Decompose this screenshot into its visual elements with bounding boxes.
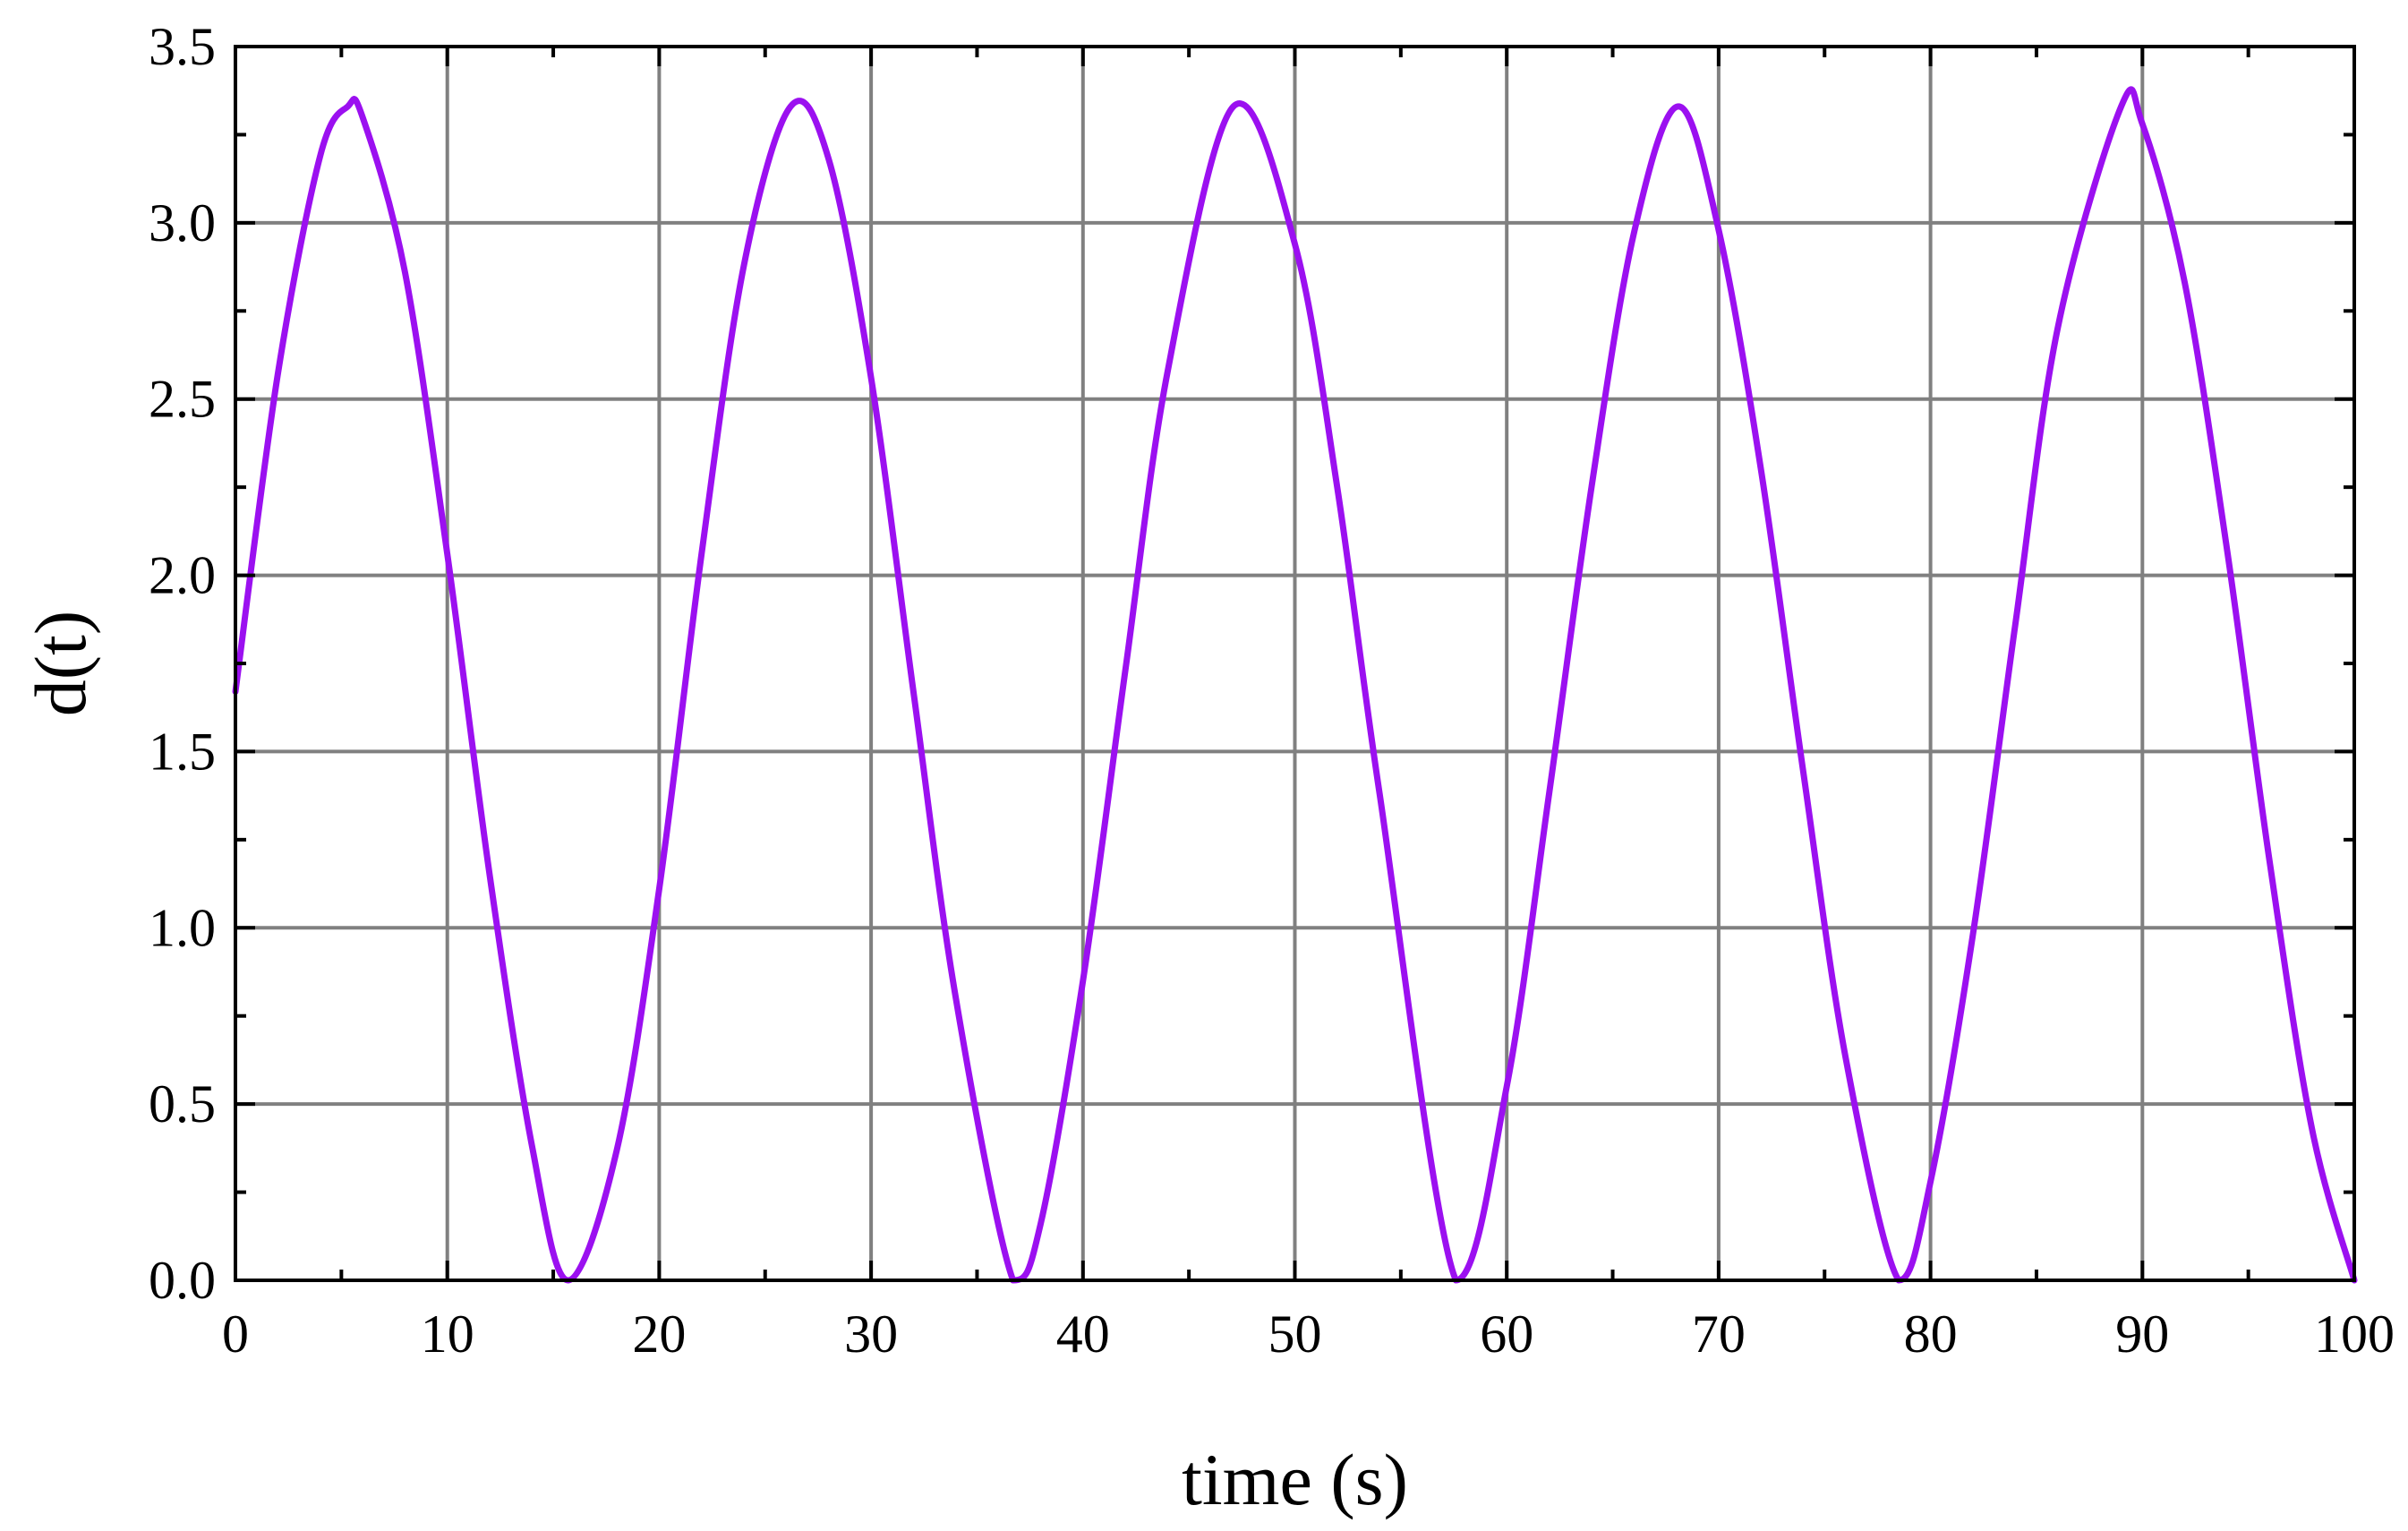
x-tick-label: 100 <box>2314 1304 2395 1364</box>
data-point <box>1379 793 1380 794</box>
data-point <box>2015 624 2016 625</box>
x-tick-label: 20 <box>632 1304 686 1364</box>
data-point <box>1634 233 1635 234</box>
data-point <box>701 553 702 554</box>
series-line <box>232 86 2358 1284</box>
data-point <box>913 691 914 692</box>
y-tick-label: 3.5 <box>149 17 216 76</box>
data-point <box>1803 773 1804 774</box>
x-tick-label: 90 <box>2115 1304 2169 1364</box>
data-point <box>2227 551 2228 552</box>
data-point <box>1972 935 1973 936</box>
x-tick-label: 30 <box>844 1304 898 1364</box>
data-point <box>871 378 872 379</box>
y-tick-label: 0.0 <box>149 1251 216 1310</box>
data-point <box>744 265 745 266</box>
x-tick-label: 40 <box>1056 1304 1110 1364</box>
data-point <box>1167 371 1168 372</box>
x-tick-label: 80 <box>1904 1304 1958 1364</box>
x-tick-label: 50 <box>1268 1304 1322 1364</box>
y-tick-label: 2.0 <box>149 546 216 605</box>
data-point <box>1082 980 1083 981</box>
data-point <box>1591 487 1592 488</box>
y-tick-label: 2.5 <box>149 370 216 429</box>
data-point <box>1125 670 1126 671</box>
data-point <box>1930 1181 1931 1182</box>
data-point <box>828 159 829 160</box>
data-point <box>447 553 448 554</box>
data-point <box>2184 282 2185 283</box>
x-axis-title: time (s) <box>1182 1439 1408 1520</box>
data-point <box>2311 1128 2312 1129</box>
y-tick-label: 0.5 <box>149 1074 216 1133</box>
x-tick-label: 0 <box>222 1304 249 1364</box>
data-point <box>2121 106 2122 107</box>
data-point <box>405 272 406 273</box>
x-tick-label: 10 <box>421 1304 474 1364</box>
data-point <box>1718 229 1719 230</box>
data-point <box>1336 487 1337 488</box>
data-point <box>790 106 791 107</box>
x-tick-label: 60 <box>1480 1304 1533 1364</box>
y-tick-label: 1.5 <box>149 722 216 781</box>
data-point <box>490 875 491 876</box>
x-tick-label: 70 <box>1692 1304 1746 1364</box>
y-axis-title: d(t) <box>20 611 101 716</box>
data-point <box>1845 1058 1846 1059</box>
data-point <box>659 889 660 890</box>
data-point <box>347 106 348 107</box>
data-point <box>1549 793 1550 794</box>
y-tick-label: 1.0 <box>149 898 216 957</box>
data-point <box>532 1146 533 1147</box>
y-tick-label: 3.0 <box>149 193 216 252</box>
data-point <box>1040 1224 1041 1225</box>
data-point <box>2269 860 2270 861</box>
data-point <box>955 998 956 999</box>
data-point <box>1233 106 1234 107</box>
data-point <box>1761 469 1762 470</box>
